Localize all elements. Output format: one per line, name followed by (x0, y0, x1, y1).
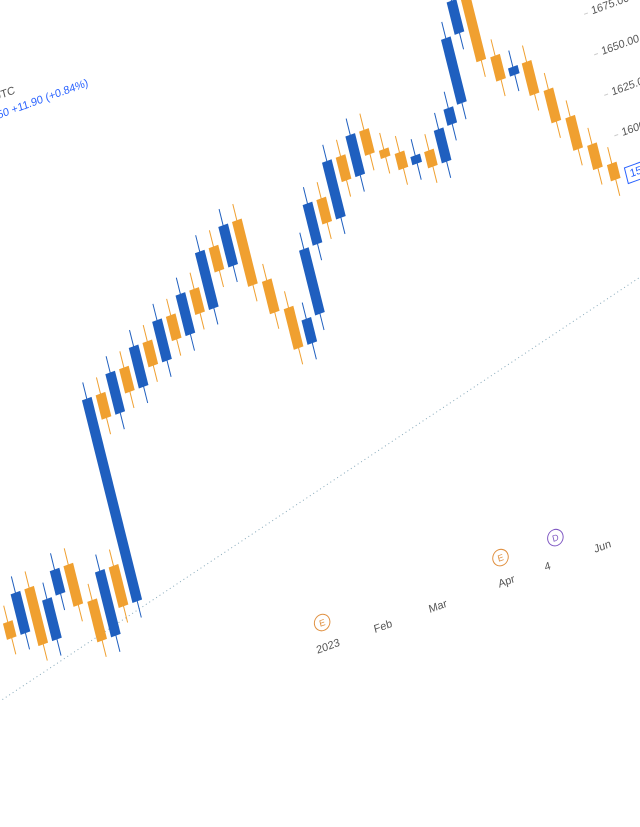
x-tick-label: Mar (428, 598, 449, 616)
candle-body (440, 36, 467, 105)
candle-body (302, 201, 323, 246)
candle-body (261, 278, 280, 315)
indicator-line (0, 254, 640, 705)
candle-body (175, 292, 196, 337)
candle-body (24, 585, 49, 647)
candle-body (587, 142, 603, 171)
candle-body (128, 344, 149, 389)
event-marker (547, 528, 564, 547)
candle-body (81, 396, 143, 604)
x-tick-label: Jun (593, 538, 613, 556)
candle-body (95, 391, 112, 420)
candle-body (94, 569, 121, 638)
candle-body (2, 620, 17, 640)
y-tick-label: 1625.00 (610, 73, 640, 98)
y-tick (594, 52, 599, 56)
candle-body (321, 159, 346, 220)
candle-body (142, 339, 159, 368)
candle-body (433, 127, 452, 164)
candle-body (208, 244, 225, 273)
y-tick (614, 134, 619, 137)
candle-body (565, 114, 584, 151)
candle-body (460, 0, 487, 63)
candle-body (42, 597, 62, 642)
candle-body (63, 562, 84, 607)
x-tick-label: 4 (543, 560, 552, 574)
y-tick (604, 93, 609, 96)
candle-body (218, 223, 239, 268)
candle-body (410, 153, 422, 166)
candle-body (232, 218, 258, 287)
candle-body (335, 154, 352, 183)
candle-body (521, 60, 540, 96)
y-tick-label: 1675.00 (590, 0, 630, 17)
candle-body (165, 313, 182, 342)
y-tick-label: 1650.00 (600, 33, 640, 58)
candle-body (394, 150, 409, 171)
candle-body (316, 196, 333, 225)
candle-body (446, 0, 465, 35)
candle-body (345, 133, 366, 178)
candle-body (443, 106, 458, 126)
candle-body (299, 247, 325, 316)
candle-body (119, 365, 135, 394)
event-label: D (551, 532, 560, 544)
candle-body (87, 598, 107, 643)
candle-body (105, 370, 126, 415)
candle-body (507, 65, 520, 77)
y-tick-label: 1600.00 (620, 114, 640, 139)
event-label: E (318, 617, 326, 629)
page: w.com, Feb 26, 2024 07:45 UTC H1432.95 L… (0, 0, 640, 705)
candle-body (283, 305, 304, 350)
event-marker (313, 613, 331, 632)
candle-body (108, 564, 129, 609)
candle-body (378, 147, 391, 159)
candle-body (359, 128, 375, 156)
candle-body (301, 317, 318, 345)
last-price-label: 1574.50 (629, 155, 640, 180)
candle-body (543, 87, 562, 124)
y-tick (583, 12, 588, 15)
candle-body (490, 53, 506, 82)
candle-body (424, 148, 438, 169)
candle-body (189, 287, 205, 315)
candle-body (49, 567, 66, 596)
candle-body (10, 590, 31, 635)
event-marker (492, 548, 509, 567)
candle-body (152, 318, 172, 363)
event-label: E (497, 552, 505, 564)
x-tick-label: Feb (373, 618, 394, 636)
candle-body (194, 249, 219, 310)
candle-body (606, 161, 621, 182)
last-price-box (623, 149, 640, 185)
x-tick-label: Apr (497, 573, 516, 591)
